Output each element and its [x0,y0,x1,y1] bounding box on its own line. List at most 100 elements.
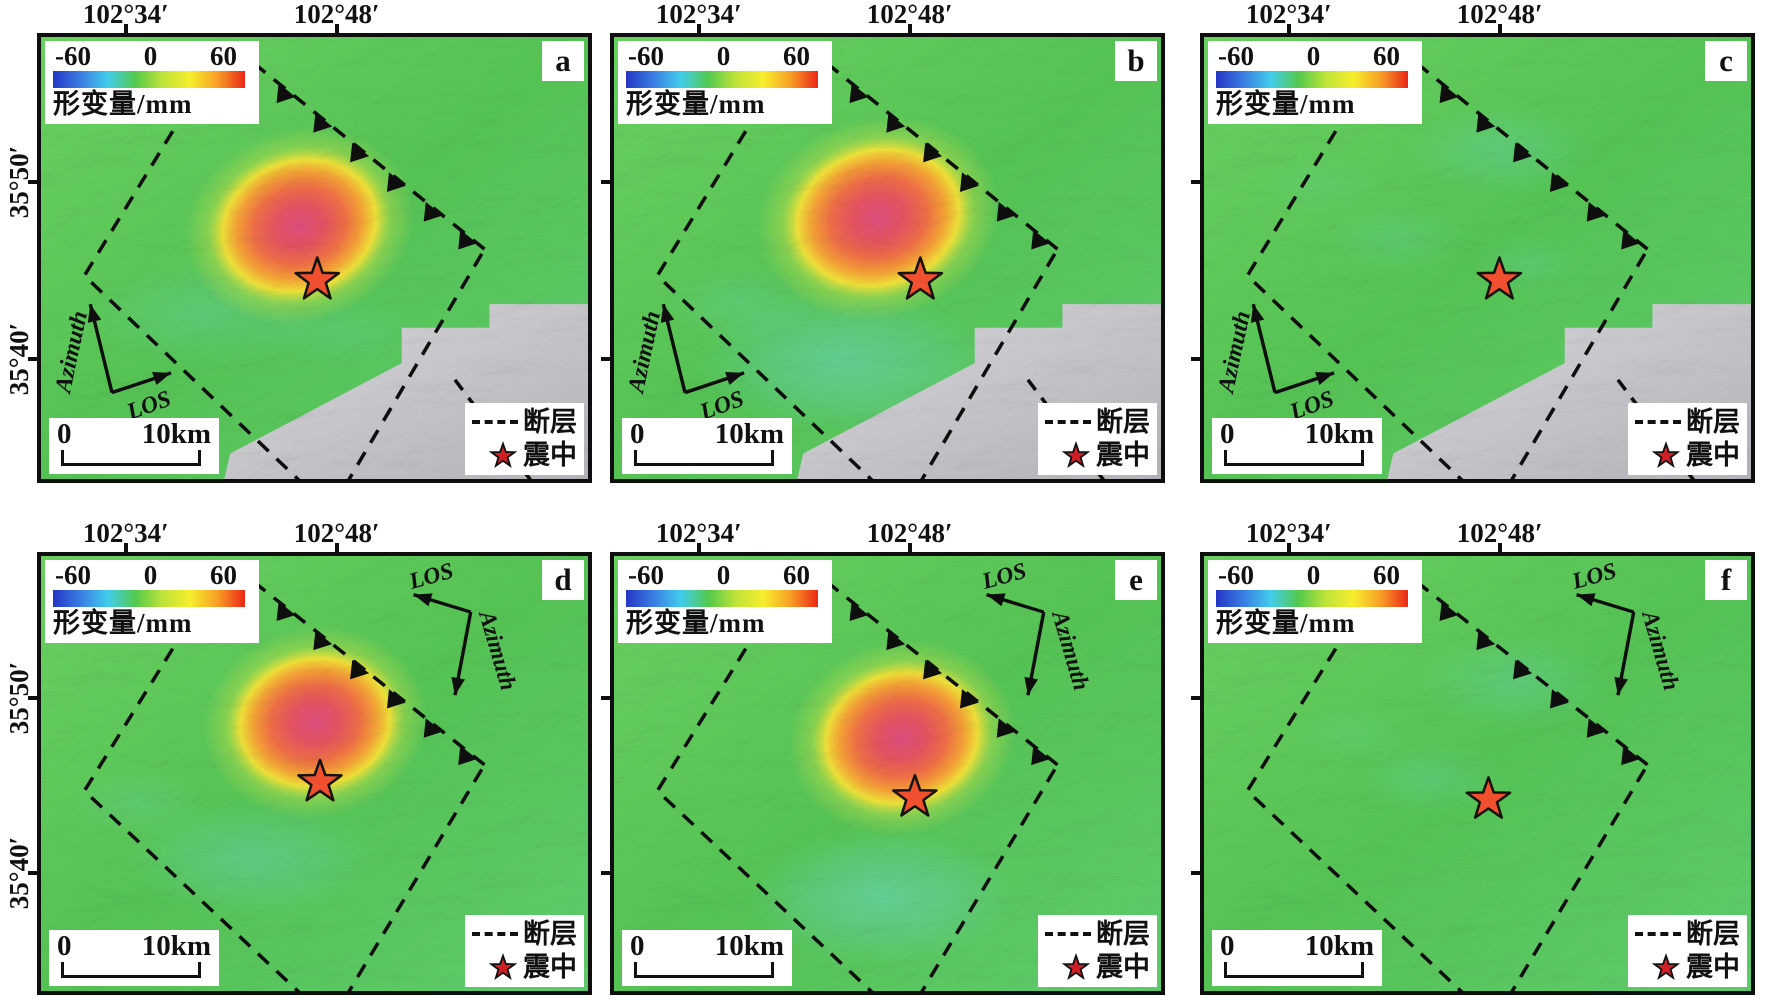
axis-tick [1191,696,1200,701]
scale-bar-end: 10km [714,929,784,962]
colorbar-tick: -60 [1218,41,1254,71]
epicenter-label: 震中 [1096,439,1150,470]
deformation-map-canvas: Azimuth LOS [614,556,1161,991]
panel-letter-badge: b [1115,41,1157,81]
los-arrowhead [725,372,745,386]
scale-bar-bracket [1224,450,1364,466]
scale-bar-end: 10km [1304,929,1374,962]
axis-tick [28,871,37,876]
thrust-fault-triangle [849,601,869,622]
deformation-map: Azimuth LOS -60 0 60 形变量/mm d 0 10km [37,552,592,995]
colorbar-tick: 0 [1306,560,1321,590]
scale-bar-end: 10km [714,417,784,450]
fault-line-symbol [1045,932,1091,937]
los-arrowhead [1315,372,1335,386]
fault-line-symbol [1635,420,1681,425]
epicenter-star-icon [1651,441,1681,469]
thrust-fault-triangle [1513,142,1533,163]
thrust-fault-triangle [1513,659,1533,680]
colorbar-label: 形变量/mm [626,608,766,639]
axis-tick [907,24,912,33]
panel-letter-badge: e [1115,560,1157,600]
axis-tick [1191,179,1200,184]
colorbar-ticks: -60 0 60 [624,560,826,590]
map-legend: 断层 震中 [465,914,584,987]
thrust-fault-triangle [423,201,443,222]
scale-bar-start: 0 [1220,417,1235,450]
colorbar-gradient [1216,590,1408,608]
axis-tick [601,871,610,876]
los-arrowhead [1576,593,1596,607]
colorbar-tick: 60 [1373,41,1400,71]
latitude-tick-label: 35°40′ [4,836,34,910]
map-legend: 断层 震中 [1038,914,1157,987]
azimuth-arrowhead [1614,676,1628,696]
latitude-tick-label: 35°40′ [4,323,34,396]
scale-bar-start: 0 [630,929,645,962]
thrust-fault-triangle [1586,718,1606,738]
scale-bar: 0 10km [49,417,219,474]
axis-tick [1286,543,1291,552]
panel-letter-badge: a [542,41,584,81]
colorbar-ticks: -60 0 60 [624,41,826,71]
thrust-fault-triangle [886,630,906,651]
colorbar-label: 形变量/mm [1216,89,1356,120]
thrust-fault-triangle [350,659,370,680]
epicenter-star-icon [1061,441,1091,469]
axis-tick [1191,871,1200,876]
colorbar-tick: -60 [628,560,664,590]
scale-bar: 0 10km [1212,929,1382,986]
colorbar-legend: -60 0 60 形变量/mm [618,560,832,644]
colorbar-label: 形变量/mm [1216,608,1356,639]
colorbar-legend: -60 0 60 形变量/mm [1208,560,1422,644]
scale-bar-bracket [1224,962,1364,978]
fault-line-symbol [1045,420,1091,425]
fault-label: 断层 [1686,918,1740,949]
scale-bar-end: 10km [141,929,211,962]
colorbar-legend: -60 0 60 形变量/mm [618,41,832,125]
azimuth-arrowhead [87,304,102,323]
epicenter-label: 震中 [1686,951,1740,982]
los-arrowhead [152,372,172,386]
axis-tick [28,696,37,701]
colorbar-ticks: -60 0 60 [51,42,253,71]
thrust-fault-triangle [1031,229,1051,250]
scale-bar-start: 0 [630,417,645,450]
colorbar-tick: 60 [783,41,810,71]
colorbar-label: 形变量/mm [53,89,193,120]
thrust-fault-triangle [959,172,979,192]
colorbar-tick: -60 [55,560,91,590]
map-legend: 断层 震中 [465,402,584,475]
thrust-fault-triangle [1549,172,1569,192]
scale-bar-bracket [61,450,201,466]
thrust-fault-triangle [458,745,478,766]
colorbar-gradient [626,71,818,89]
thrust-fault-triangle [1031,745,1051,766]
colorbar-tick: 60 [1373,560,1400,590]
fault-line-symbol [1635,932,1681,937]
thrust-fault-triangle [923,142,943,163]
thrust-fault-triangle [350,142,370,163]
colorbar-tick: -60 [1218,560,1254,590]
colorbar-tick: -60 [628,41,664,71]
map-panel-d: 102°34′ 102°48′ 35°50′ 35°40′ Azimuth LO… [4,518,592,995]
scale-bar-bracket [634,450,774,466]
thrust-fault-triangle [959,689,979,709]
thrust-fault-triangle [313,112,333,133]
thrust-fault-triangle [1439,83,1459,104]
epicenter-star-icon [294,256,341,300]
thrust-fault-triangle [1549,689,1569,709]
deformation-map: Azimuth LOS -60 0 60 形变量/mm f 0 10km [1200,552,1755,995]
thrust-fault-triangle [386,689,406,709]
scale-bar-start: 0 [57,417,72,450]
axis-tick [907,543,912,552]
axis-tick [601,696,610,701]
fault-line-symbol [472,932,518,937]
deformation-map: Azimuth LOS -60 0 60 形变量/mm a 0 10km [37,33,592,483]
epicenter-star-icon [1061,953,1091,981]
thrust-fault-triangle [1439,601,1459,622]
scale-bar-bracket [634,962,774,978]
fault-label: 断层 [523,918,577,949]
thrust-fault-triangle [1586,201,1606,222]
